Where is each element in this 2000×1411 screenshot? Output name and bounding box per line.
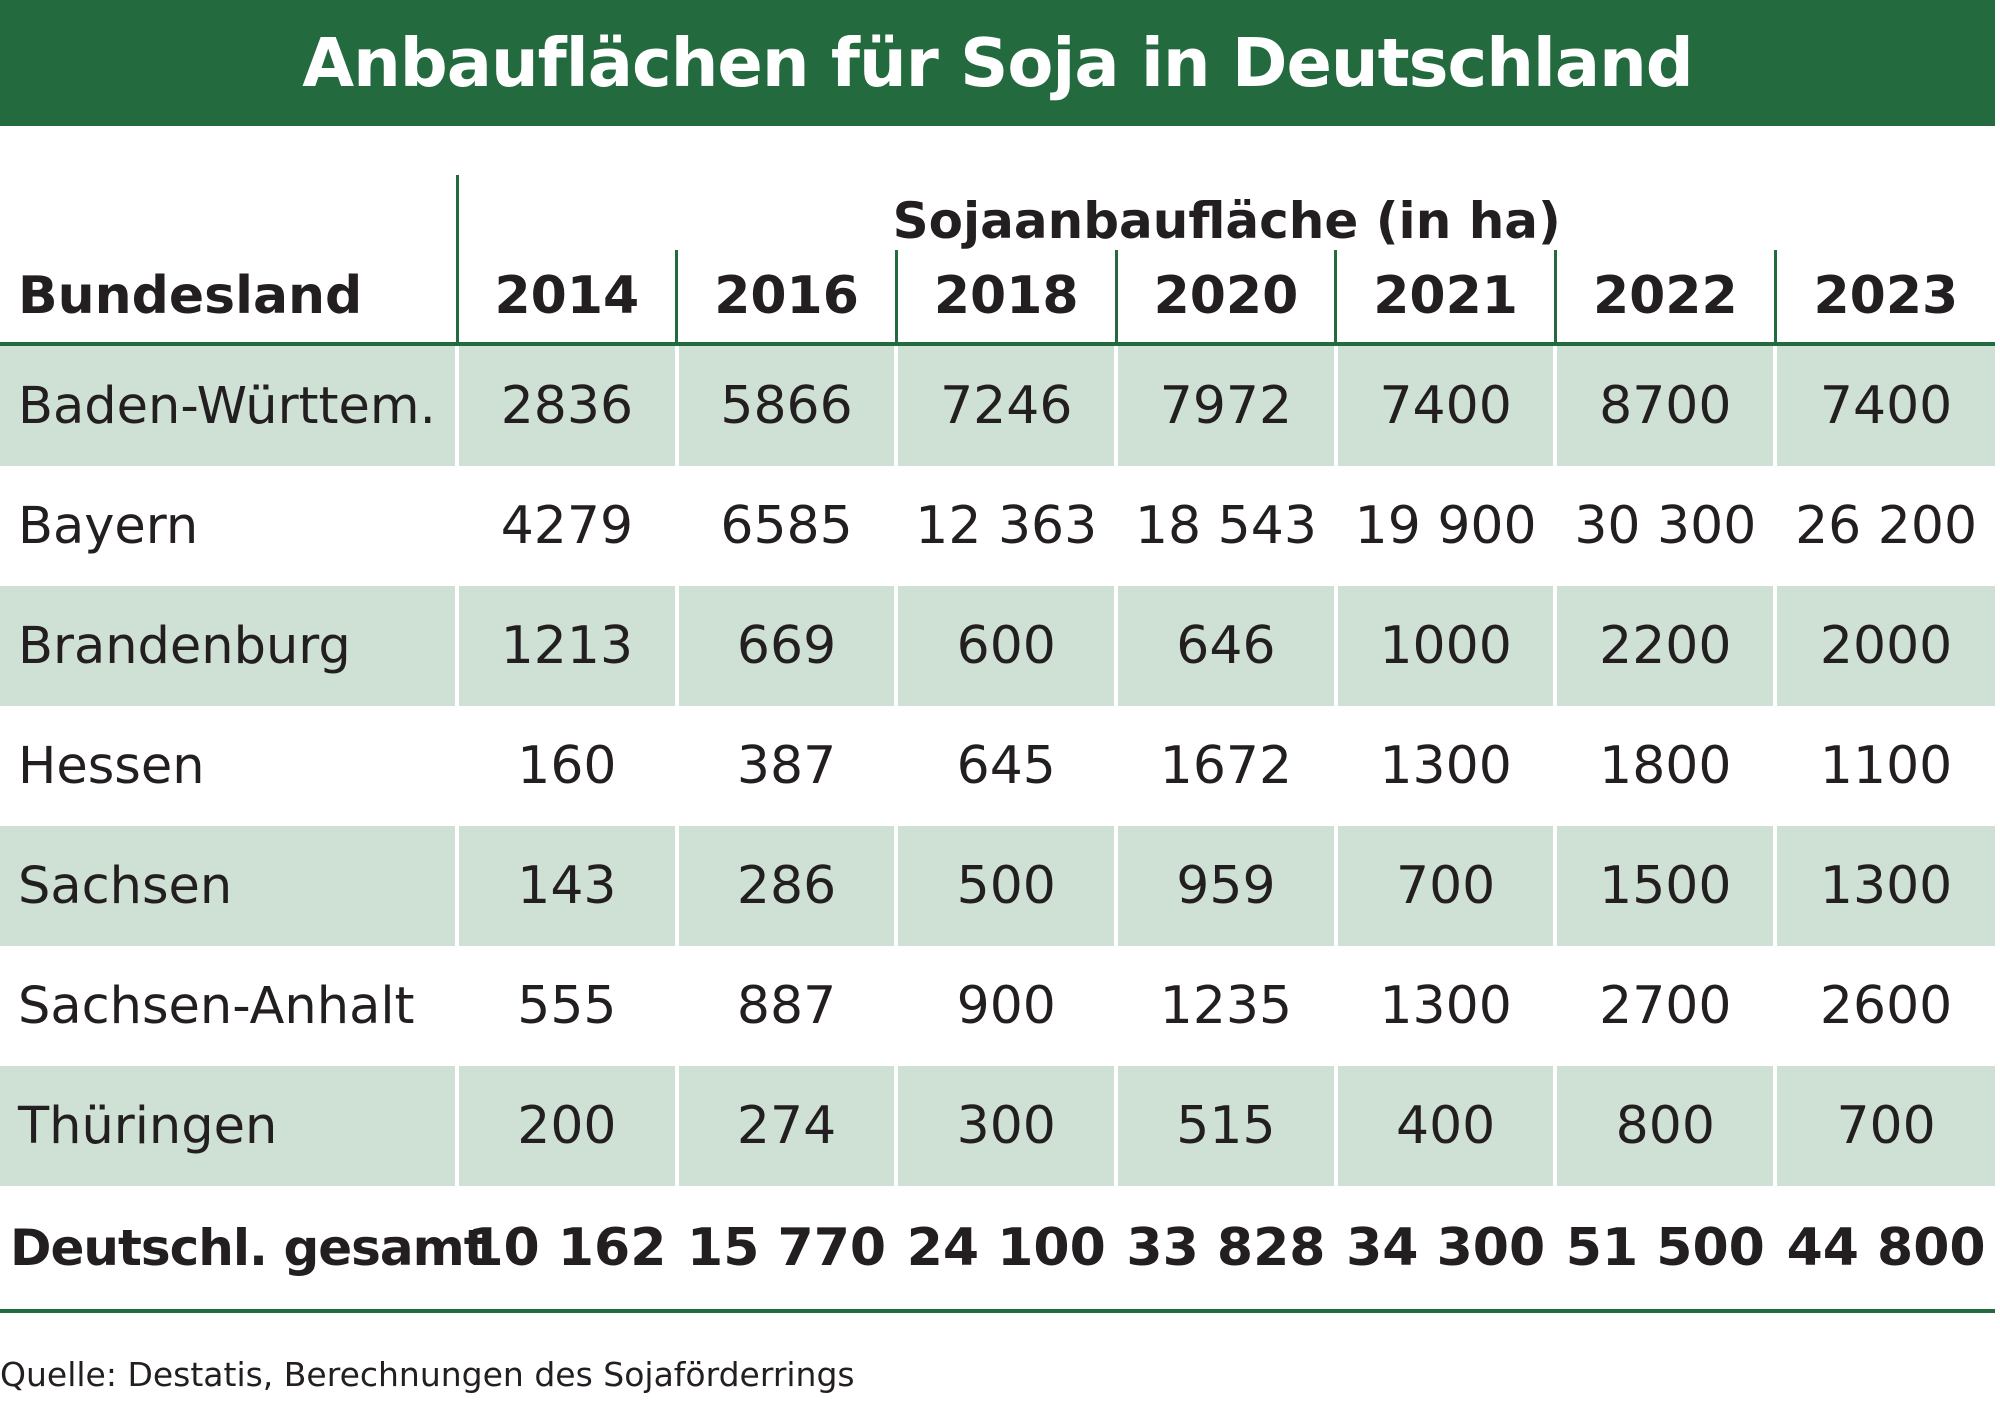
table-cell: 7246	[894, 344, 1117, 466]
table-cell: 6585	[674, 466, 897, 586]
table-cell: 387	[674, 706, 897, 826]
table-cell: 2000	[1773, 586, 1995, 706]
row-header-label: Bundesland	[0, 250, 458, 346]
column-header-2022: 2022	[1553, 250, 1776, 346]
table-cell: 2700	[1553, 946, 1776, 1066]
table-cell: 1000	[1333, 586, 1556, 706]
table-cell: 887	[674, 946, 897, 1066]
header-year-row: Bundesland 2014 2016 2018 2020 2021 2022 2023	[0, 250, 1995, 346]
table-cell: 7400	[1773, 344, 1995, 466]
table-cell: 1100	[1773, 706, 1995, 826]
table-cell: 19 900	[1333, 466, 1556, 586]
table-cell: 286	[674, 826, 897, 946]
table-cell: 33 828	[1114, 1186, 1336, 1313]
table-row: Sachsen 143 286 500 959 700 1500 1300	[0, 826, 1995, 946]
table-body: Baden-Württem. 2836 5866 7246 7972 7400 8700 74…	[0, 344, 1995, 1313]
table-cell: 10 162	[455, 1186, 677, 1313]
row-label: Deutschl. gesamt	[0, 1186, 488, 1313]
column-header-2016: 2016	[675, 250, 897, 346]
table-cell: 15 770	[674, 1186, 897, 1313]
data-table-container: Sojaanbaufläche (in ha) Bundesland 2014 2…	[0, 175, 1995, 1313]
table-cell: 200	[455, 1066, 677, 1186]
total-row: Deutschl. gesamt 10 162 15 770 24 100 33 828…	[0, 1186, 1995, 1313]
table-cell: 51 500	[1553, 1186, 1776, 1313]
table-cell: 2200	[1553, 586, 1776, 706]
row-label: Brandenburg	[0, 586, 458, 706]
table-cell: 1213	[455, 586, 677, 706]
table-cell: 1235	[1114, 946, 1336, 1066]
table-cell: 143	[455, 826, 677, 946]
table-cell: 800	[1553, 1066, 1776, 1186]
table-cell: 34 300	[1333, 1186, 1556, 1313]
row-label: Bayern	[18, 496, 199, 556]
table-cell: 8700	[1553, 344, 1776, 466]
table-cell: 300	[894, 1066, 1117, 1186]
table-cell: 700	[1333, 826, 1556, 946]
table-cell: 1300	[1773, 826, 1995, 946]
column-header-2020: 2020	[1114, 250, 1336, 346]
table-cell: 646	[1114, 586, 1336, 706]
table-cell: 700	[1773, 1066, 1995, 1186]
table-cell: 500	[894, 826, 1117, 946]
table-cell: 1800	[1553, 706, 1776, 826]
table-cell: 18 543	[1114, 466, 1336, 586]
table-cell: 1300	[1333, 946, 1556, 1066]
table-cell: 24 100	[894, 1186, 1117, 1313]
table-cell: 30 300	[1553, 466, 1776, 586]
table-cell: 12 363	[894, 466, 1117, 586]
table-cell: 2600	[1773, 946, 1995, 1066]
table-cell: 4279	[455, 466, 677, 586]
title-bar: Anbauflächen für Soja in Deutschland	[0, 0, 1995, 126]
table-row: Thüringen 200 274 300 515 400 800 700	[0, 1066, 1995, 1186]
table-cell: 555	[455, 946, 677, 1066]
source-note: Quelle: Destatis, Berechnungen des Sojaf…	[0, 1355, 855, 1394]
table-cell: 7400	[1333, 344, 1556, 466]
column-header-2014: 2014	[455, 250, 677, 346]
table-cell: 900	[894, 946, 1117, 1066]
table-cell: 2836	[455, 344, 677, 466]
table-cell: 1672	[1114, 706, 1336, 826]
row-label: Baden-Württem.	[0, 344, 458, 466]
table-cell: 7972	[1114, 344, 1336, 466]
table-cell: 5866	[674, 344, 897, 466]
table-row: Sachsen-Anhalt 555 887 900 1235 1300 2700 2600	[0, 946, 1995, 1066]
table-cell: 669	[674, 586, 897, 706]
table-cell: 600	[894, 586, 1117, 706]
table-cell: 515	[1114, 1066, 1336, 1186]
table-row: Baden-Württem. 2836 5866 7246 7972 7400 8700 74…	[0, 344, 1995, 466]
table-cell: 44 800	[1773, 1186, 1995, 1313]
header-blank-cell	[0, 175, 457, 250]
table-cell: 26 200	[1773, 466, 1995, 586]
row-label: Thüringen	[0, 1066, 458, 1186]
table-row: Brandenburg 1213 669 600 646 1000 2200 2000	[0, 586, 1995, 706]
table-row: Bayern 4279 6585 12 363 18 543 19 900 30 300 26…	[0, 466, 1995, 586]
table-cell: 160	[455, 706, 677, 826]
chart-title: Anbauflächen für Soja in Deutschland	[302, 24, 1694, 102]
table-cell: 1500	[1553, 826, 1776, 946]
header-group-row: Sojaanbaufläche (in ha)	[0, 175, 1995, 250]
table-cell: 645	[894, 706, 1117, 826]
column-group-header: Sojaanbaufläche (in ha)	[455, 175, 1995, 250]
column-header-2023: 2023	[1773, 250, 1995, 346]
table-cell: 1300	[1333, 706, 1556, 826]
row-label: Hessen	[18, 736, 205, 796]
table-row: Hessen 160 387 645 1672 1300 1800 1100	[0, 706, 1995, 826]
table-cell: 400	[1333, 1066, 1556, 1186]
data-table: Sojaanbaufläche (in ha) Bundesland 2014 2…	[0, 175, 1995, 1313]
column-header-2021: 2021	[1334, 250, 1556, 346]
table-cell: 959	[1114, 826, 1336, 946]
table-cell: 274	[674, 1066, 897, 1186]
column-header-2018: 2018	[894, 250, 1117, 346]
row-label: Sachsen	[0, 826, 458, 946]
row-label: Sachsen-Anhalt	[18, 976, 415, 1036]
